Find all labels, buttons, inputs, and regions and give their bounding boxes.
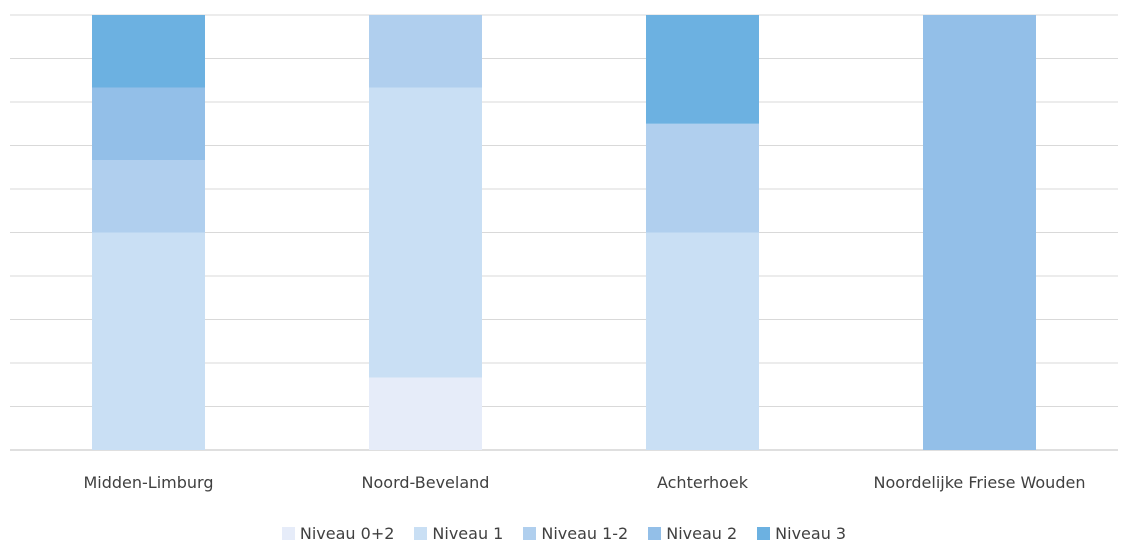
x-tick-label: Achterhoek [657, 473, 749, 492]
legend-item-1: Niveau 0+2 [281, 524, 395, 543]
legend-label: Niveau 3 [775, 524, 847, 543]
x-tick-label: Noordelijke Friese Wouden [874, 473, 1086, 492]
legend-swatch [281, 527, 295, 540]
bar-segment-2-series-1 [369, 377, 482, 450]
x-axis-labels: Midden-Limburg Noord-Beveland Achterhoek No… [83, 473, 1085, 492]
bar-segment-3-series-2 [646, 232, 759, 450]
legend-label: Niveau 1 [432, 524, 504, 543]
bar-segment-4-series-4 [923, 15, 1036, 450]
legend-item-3: Niveau 1-2 [523, 524, 628, 543]
legend-swatch [757, 527, 771, 540]
x-tick-label: Midden-Limburg [83, 473, 213, 492]
x-tick-label: Noord-Beveland [362, 473, 490, 492]
stacked-bar-chart: Midden-Limburg Noord-Beveland Achterhoek No… [10, 14, 1118, 492]
legend-label: Niveau 0+2 [299, 524, 395, 543]
legend-label: Niveau 2 [666, 524, 738, 543]
bar-segment-1-series-3 [92, 160, 205, 233]
legend-item-2: Niveau 1 [414, 524, 503, 543]
legend-swatch [648, 527, 662, 540]
bars [92, 15, 1036, 450]
legend-swatch [414, 527, 428, 540]
legend-item-4: Niveau 2 [648, 524, 737, 543]
bar-segment-3-series-5 [646, 15, 759, 124]
bar-segment-1-series-4 [92, 87, 205, 160]
bar-segment-1-series-5 [92, 15, 205, 88]
bar-segment-2-series-2 [369, 87, 482, 378]
bar-segment-1-series-2 [92, 232, 205, 450]
legend-label: Niveau 1-2 [541, 524, 629, 543]
legend-swatch [523, 527, 537, 540]
legend-item-5: Niveau 3 [757, 524, 846, 543]
bar-segment-2-series-3 [369, 15, 482, 88]
bar-segment-3-series-3 [646, 123, 759, 233]
legend: Niveau 0+2 Niveau 1 Niveau 1-2 Niveau 2 Nive… [0, 524, 1128, 543]
